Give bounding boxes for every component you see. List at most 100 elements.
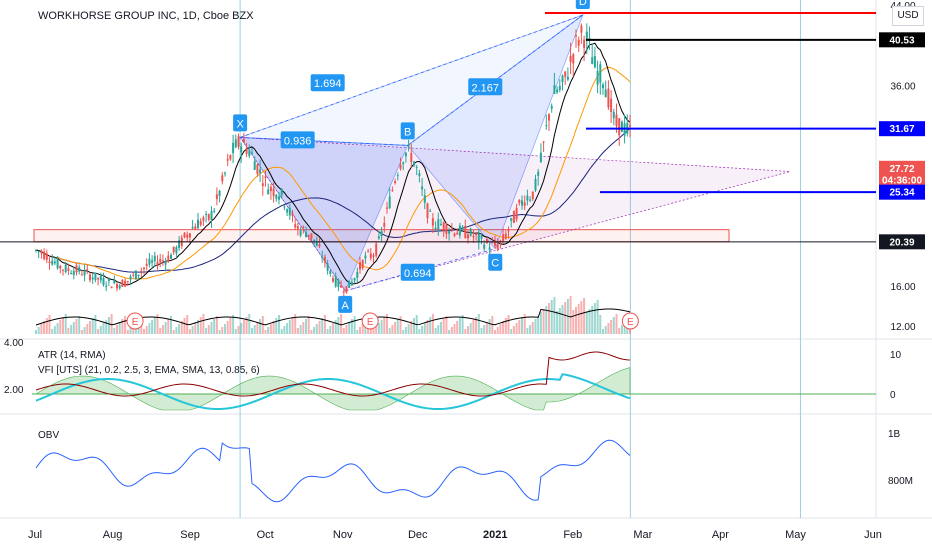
candle-body [299, 230, 302, 236]
volume-bar [86, 324, 89, 334]
time-axis-label: Nov [333, 529, 353, 541]
candle-body [480, 235, 483, 239]
candle-body [599, 64, 602, 83]
candle-body [548, 114, 550, 121]
volume-bar [558, 308, 561, 334]
candle-body [591, 57, 594, 65]
candle-body [213, 210, 216, 212]
candle-body [105, 285, 108, 287]
volume-bar [410, 321, 413, 334]
candle-body [294, 224, 297, 228]
ratio-box [400, 263, 435, 281]
candle-body [564, 71, 567, 77]
time-axis-label: Aug [103, 529, 123, 541]
earnings-marker-label: E [627, 317, 634, 328]
candle-body [477, 233, 480, 243]
candle-body [340, 285, 343, 288]
volume-bar [569, 296, 572, 334]
candle-body [542, 141, 545, 143]
pattern-point-box [338, 295, 353, 313]
volume-bar [291, 317, 294, 334]
candle-body [348, 280, 351, 288]
volume-bar [323, 315, 326, 334]
ratio-label: 0.694 [404, 268, 432, 280]
volume-bar [502, 321, 505, 334]
volume-bar [512, 326, 515, 334]
candle-body [153, 255, 156, 262]
volume-bar [56, 323, 59, 334]
candle-body [467, 234, 469, 239]
earnings-marker-label: E [367, 317, 374, 328]
volume-bar [116, 325, 118, 334]
volume-bar [215, 316, 218, 334]
obv-label: OBV [38, 430, 60, 441]
candle-body [612, 111, 615, 119]
candle-body [194, 226, 197, 230]
candle-body [572, 54, 575, 64]
candle-body [286, 209, 289, 213]
volume-bar [226, 321, 229, 334]
volume-bar [234, 329, 237, 334]
volume-bar [429, 317, 432, 334]
candle-body [264, 176, 267, 179]
volume-bar [326, 329, 329, 334]
candle-body [205, 214, 208, 216]
volume-bar [156, 314, 159, 334]
candle-body [558, 85, 561, 90]
volume-bar [113, 328, 116, 334]
volume-bar [80, 330, 83, 334]
candle-body [99, 275, 102, 281]
candle-body [218, 190, 221, 196]
candle-body [456, 232, 459, 235]
volume-bar [494, 330, 496, 334]
volume-bar [91, 318, 94, 334]
volume-bar [334, 320, 337, 334]
time-axis-label: Mar [633, 529, 652, 541]
volume-bar [70, 325, 73, 334]
candle-body [245, 148, 248, 154]
vfi-label: VFI [UTS] (21, 0.2, 2.5, 3, EMA, SMA, 13… [38, 365, 260, 376]
time-axis-label: May [785, 529, 806, 541]
volume-bar [348, 322, 351, 334]
candle-body [575, 35, 577, 37]
candle-body [75, 265, 78, 273]
candle-body [261, 183, 264, 187]
candle-body [388, 196, 391, 209]
price-tag-label: 27.72 [889, 164, 914, 175]
candle-body [121, 280, 124, 287]
candle-body [156, 261, 159, 267]
candle-body [556, 89, 559, 93]
volume-bar [377, 323, 380, 334]
volume-bar [105, 320, 108, 334]
volume-bar [232, 315, 235, 334]
candle-body [431, 218, 434, 226]
volume-bar [521, 317, 523, 334]
volume-bar [469, 323, 472, 334]
candle-body [280, 188, 283, 196]
candle-body [494, 241, 496, 246]
volume-bar [550, 300, 553, 334]
candle-body [202, 217, 205, 221]
volume-bar [305, 319, 307, 334]
volume-bar [553, 297, 556, 334]
candle-body [502, 234, 505, 242]
volume-bar [610, 320, 613, 334]
currency-button[interactable]: USD [892, 6, 924, 26]
candle-body [334, 276, 337, 287]
candle-body [377, 236, 380, 239]
candle-body [97, 277, 100, 280]
volume-bar [453, 324, 456, 334]
candle-body [242, 138, 245, 143]
candle-body [86, 269, 89, 271]
volume-bar [207, 325, 210, 334]
volume-bar [388, 328, 391, 334]
earnings-marker-label: E [132, 317, 139, 328]
candle-body [521, 200, 523, 206]
pattern-ratio-line [345, 248, 496, 292]
price-tag [879, 160, 925, 176]
candle-body [226, 159, 229, 161]
candle-body [469, 228, 472, 236]
candle-body [132, 274, 135, 276]
